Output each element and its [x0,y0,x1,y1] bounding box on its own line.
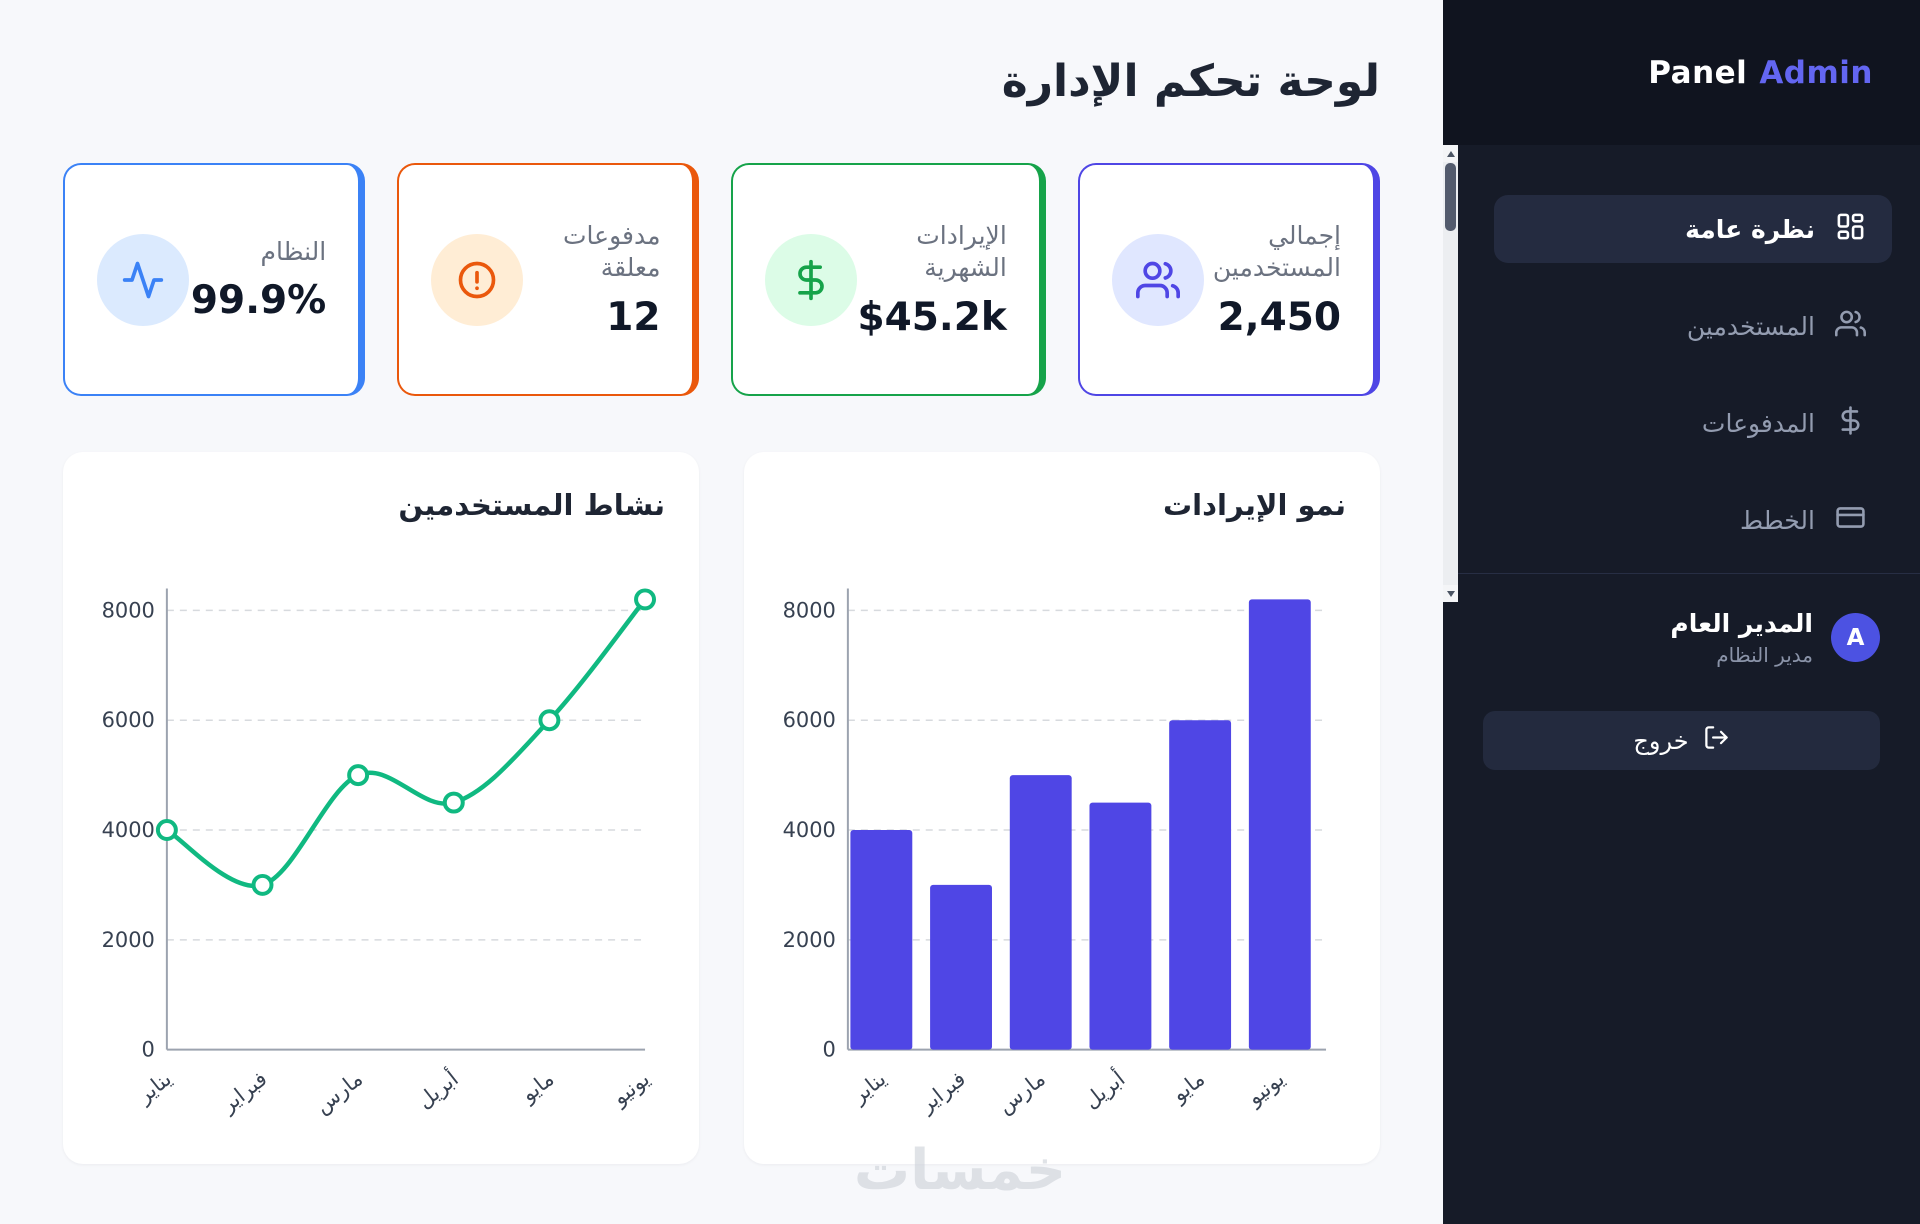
stat-label: إجمالي المستخدمين [1212,220,1341,283]
svg-text:8000: 8000 [102,598,155,622]
alert-icon [431,233,524,326]
sidebar-scrollbar[interactable] [1443,145,1458,602]
stat-text: إجمالي المستخدمين 2,450 [1204,220,1341,340]
chart-title: نشاط المستخدمين [398,488,665,522]
svg-text:فبراير: فبراير [216,1067,272,1118]
svg-text:يناير: يناير [847,1067,891,1109]
svg-text:2000: 2000 [783,928,836,952]
stat-value: 99.9% [190,278,327,324]
brand-highlight: Admin [1759,54,1873,91]
stat-card-monthly-revenue: الإيرادات الشهرية $45.2k [731,163,1046,396]
svg-text:6000: 6000 [102,708,155,732]
nav-item-label: المدفوعات [1701,408,1815,438]
nav-item-users[interactable]: المستخدمين [1494,292,1892,360]
stat-value: 2,450 [1217,294,1341,340]
stat-text: النظام 99.9% [191,236,326,324]
nav-item-overview[interactable]: نظرة عامة [1494,195,1892,263]
user-activity-card: نشاط المستخدمين 0 2000 4000 6000 8000 يناير فب… [63,452,699,1164]
scrollbar-thumb[interactable] [1445,163,1456,231]
page-title: لوحة تحكم الإدارة [1001,56,1380,107]
stat-text: الإيرادات الشهرية $45.2k [857,220,1006,340]
svg-text:2000: 2000 [102,928,155,952]
svg-text:مارس: مارس [310,1067,367,1119]
profile-section: A المدير العام مدير النظام [1443,574,1920,667]
profile-name: المدير العام [1670,609,1813,638]
svg-text:مارس: مارس [993,1067,1050,1119]
stat-value: 12 [606,294,661,340]
stat-value: $45.2k [857,294,1007,340]
charts-row: نمو الإيرادات 0 2000 4000 6000 8000 يناير فبرا… [63,452,1380,1164]
revenue-growth-card: نمو الإيرادات 0 2000 4000 6000 8000 يناير فبرا… [744,452,1380,1164]
credit-card-icon [1835,502,1866,539]
brand-logo: Panel Admin [1648,55,1873,91]
svg-text:8000: 8000 [783,598,836,622]
stat-text: مدفوعات معلقة 12 [523,220,660,340]
nav-item-label: المستخدمين [1686,311,1815,341]
activity-line-chart: 0 2000 4000 6000 8000 يناير فبراير مارس أبريل ماي… [102,588,657,1119]
svg-text:فبراير: فبراير [914,1067,970,1118]
svg-text:0: 0 [142,1038,155,1062]
svg-text:0: 0 [823,1038,836,1062]
dollar-icon [765,233,858,326]
dashboard-icon [1835,211,1866,248]
svg-text:أبريل: أبريل [1078,1065,1129,1113]
nav-item-plans[interactable]: الخطط [1494,486,1892,554]
profile-role: مدير النظام [1716,643,1813,668]
sidebar-nav: نظرة عامة المستخدمين المدفوعات الخطط [1443,145,1920,574]
svg-text:يونيو: يونيو [1242,1067,1289,1111]
scrollbar-up-arrow-icon[interactable] [1443,145,1458,162]
activity-icon [97,233,189,326]
users-icon [1835,308,1866,345]
brand-name: Panel [1648,54,1748,91]
stat-label: النظام [260,236,327,266]
sidebar-header: Panel Admin [1443,0,1920,145]
nav-item-payments[interactable]: المدفوعات [1494,389,1892,457]
main-content: لوحة تحكم الإدارة إجمالي المستخدمين 2,45… [63,56,1380,1164]
dollar-icon [1835,405,1866,442]
svg-text:يونيو: يونيو [607,1067,654,1111]
svg-text:مايو: مايو [516,1067,559,1108]
svg-text:أبريل: أبريل [411,1065,462,1113]
logout-icon [1703,724,1730,757]
stat-cards-row: إجمالي المستخدمين 2,450 الإيرادات الشهري… [63,163,1380,396]
chart-title: نمو الإيرادات [1163,488,1346,522]
svg-text:4000: 4000 [783,818,836,842]
stat-card-pending-payments: مدفوعات معلقة 12 [397,163,700,396]
nav-item-label: الخطط [1740,505,1815,535]
svg-text:4000: 4000 [102,818,155,842]
stat-label: الإيرادات الشهرية [916,220,1007,283]
nav-item-label: نظرة عامة [1685,214,1815,244]
svg-text:يناير: يناير [132,1067,176,1109]
stat-label: مدفوعات معلقة [563,220,661,283]
svg-text:6000: 6000 [783,708,836,732]
logout-label: خروج [1633,726,1689,755]
stat-card-total-users: إجمالي المستخدمين 2,450 [1077,163,1380,396]
avatar: A [1831,613,1880,663]
revenue-bar-chart: 0 2000 4000 6000 8000 يناير فبراير مارس أبريل ماي… [783,588,1327,1119]
sidebar: Panel Admin نظرة عامة المستخدمين [1443,0,1920,1224]
svg-text:مايو: مايو [1167,1067,1210,1108]
users-icon [1111,233,1204,326]
scrollbar-down-arrow-icon[interactable] [1443,585,1458,602]
logout-button[interactable]: خروج [1483,711,1880,771]
profile-text: المدير العام مدير النظام [1670,608,1813,667]
stat-card-system-uptime: النظام 99.9% [63,163,366,396]
